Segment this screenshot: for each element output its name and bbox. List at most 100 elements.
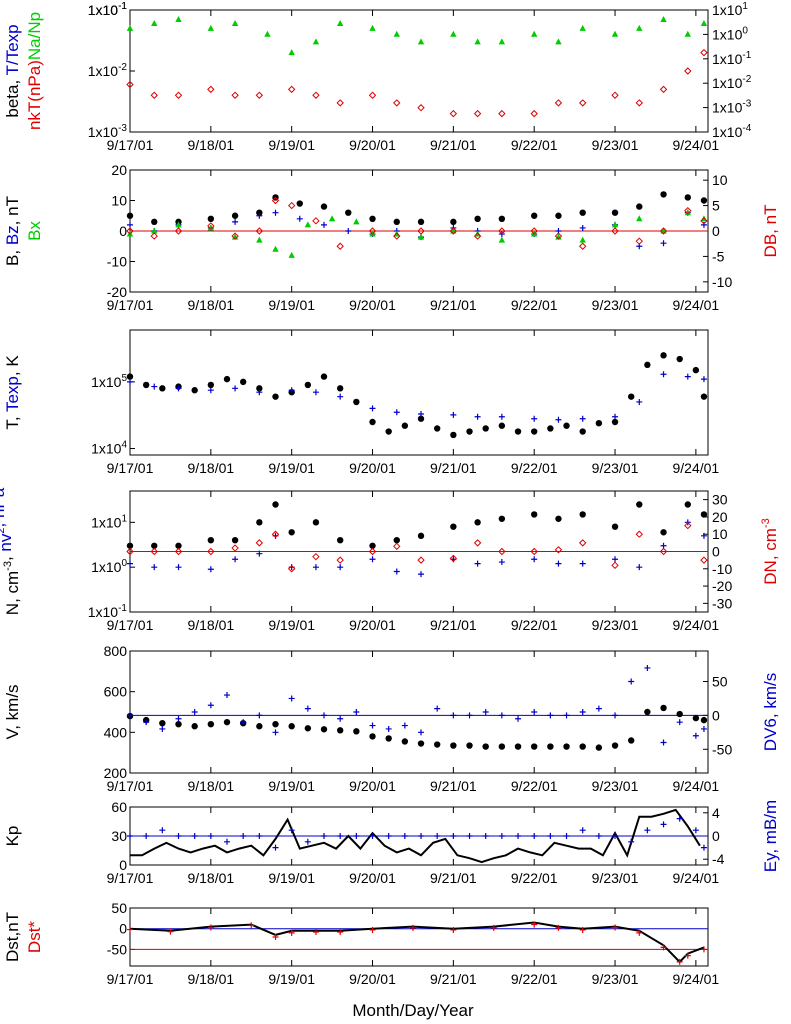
- data-point: [612, 833, 619, 839]
- data-point: [353, 709, 360, 715]
- y-axis-title: Dst,nT: [3, 912, 22, 962]
- data-point: [531, 709, 538, 715]
- data-point: [611, 221, 619, 228]
- data-point: [127, 378, 133, 385]
- data-point: [248, 922, 255, 929]
- y2-tick-label: 1x100: [712, 25, 748, 42]
- data-point: [271, 196, 280, 205]
- data-point: [207, 224, 215, 231]
- x-tick-label: 9/20/01: [349, 870, 396, 886]
- y2-tick-label: 30: [712, 492, 728, 508]
- data-point: [288, 723, 295, 730]
- data-point: [417, 38, 425, 45]
- y2-tick-label: 10: [712, 526, 728, 542]
- data-point: [433, 425, 441, 432]
- data-point: [700, 716, 708, 724]
- data-point: [676, 958, 683, 965]
- y2-tick-label: -20: [712, 578, 732, 594]
- y2-tick-label: -5: [712, 248, 725, 264]
- data-point: [174, 227, 183, 235]
- y2-tick-label: 0: [712, 707, 720, 723]
- data-point: [126, 212, 134, 219]
- y-tick-label: 30: [111, 828, 127, 844]
- series-1: [127, 921, 707, 965]
- data-point: [578, 242, 587, 250]
- data-point: [579, 926, 586, 933]
- x-tick-label: 9/24/01: [673, 137, 720, 153]
- x-tick-label: 9/24/01: [673, 617, 720, 633]
- data-point: [418, 410, 425, 417]
- data-point: [660, 704, 667, 712]
- data-point: [700, 556, 708, 564]
- data-point: [473, 109, 482, 118]
- data-point: [256, 833, 263, 839]
- y2-tick-label: -4: [712, 851, 725, 867]
- data-point: [288, 387, 295, 394]
- x-tick-label: 9/23/01: [592, 971, 639, 987]
- data-point: [304, 838, 311, 845]
- data-point: [175, 15, 182, 22]
- x-tick-label: 9/17/01: [107, 297, 154, 313]
- data-point: [490, 924, 497, 931]
- y-axis-title: beta, T/Texp: [3, 24, 22, 117]
- data-point: [611, 227, 619, 235]
- y2-axis-title: DB, nT: [761, 205, 780, 258]
- data-point: [636, 398, 643, 405]
- data-point: [151, 20, 158, 27]
- y-axis-title-2: Dst*: [25, 921, 44, 954]
- x-tick-label: 9/18/01: [187, 617, 234, 633]
- data-point: [231, 20, 239, 27]
- x-tick-label: 9/18/01: [187, 778, 234, 794]
- data-point: [579, 709, 586, 715]
- data-point: [256, 209, 263, 216]
- y-tick-label: 50: [111, 900, 127, 916]
- data-point: [660, 191, 667, 198]
- y-tick-label: 0: [119, 857, 127, 873]
- data-point: [417, 532, 425, 540]
- data-point: [142, 381, 150, 389]
- y2-tick-label: -10: [712, 561, 732, 577]
- series-0: [126, 352, 708, 439]
- data-point: [595, 705, 602, 712]
- data-point: [368, 227, 377, 235]
- data-point: [531, 415, 538, 422]
- panel-velocity: 800 600 400 200 50 0 -50 9/17/01 9/18/01 9/19/01 9…: [3, 643, 780, 794]
- y2-tick-label: 50: [712, 674, 728, 690]
- series-0: [130, 808, 701, 864]
- data-point: [530, 30, 538, 37]
- y2-tick-label: 0: [712, 544, 720, 560]
- data-point: [272, 844, 279, 851]
- data-point: [256, 385, 263, 392]
- data-point: [240, 833, 247, 839]
- data-point: [684, 30, 691, 37]
- x-tick-label: 9/21/01: [430, 617, 477, 633]
- y-tick-label: 0: [119, 223, 127, 239]
- data-point: [240, 719, 247, 726]
- data-point: [369, 722, 376, 729]
- data-point: [660, 739, 667, 746]
- x-tick-label: 9/19/01: [268, 778, 315, 794]
- data-point: [482, 709, 489, 715]
- data-point: [417, 233, 425, 240]
- data-point: [417, 218, 425, 226]
- x-tick-label: 9/19/01: [268, 460, 315, 476]
- y2-tick-label: 1x10-4: [712, 123, 752, 140]
- data-point: [207, 536, 215, 544]
- data-point: [175, 542, 182, 549]
- y2-tick-label: 1x10-2: [712, 74, 752, 91]
- x-tick-label: 9/24/01: [673, 460, 720, 476]
- data-point: [684, 501, 691, 508]
- data-point: [555, 515, 562, 522]
- data-point: [207, 924, 214, 931]
- data-point: [450, 218, 457, 226]
- x-tick-label: 9/17/01: [107, 870, 154, 886]
- data-point: [271, 530, 280, 538]
- series-1: [127, 209, 707, 250]
- data-point: [450, 523, 457, 530]
- data-point: [224, 838, 231, 845]
- data-point: [312, 552, 320, 561]
- data-point: [498, 215, 506, 222]
- data-point: [287, 201, 296, 210]
- data-point: [312, 217, 320, 225]
